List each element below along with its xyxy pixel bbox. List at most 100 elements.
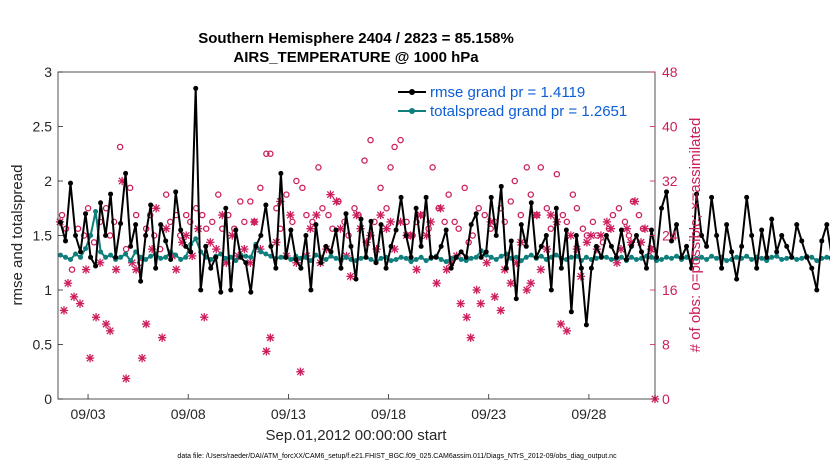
obs-assimilated-point <box>212 244 221 254</box>
obs-assimilated-point <box>182 231 191 240</box>
obs-assimilated-point <box>522 285 531 295</box>
series-point-totalspread <box>343 254 349 260</box>
series-point-rmse <box>168 256 174 262</box>
obs-possible-point <box>84 204 92 212</box>
series-point-rmse <box>453 254 459 260</box>
footer-data-file: data file: /Users/raeder/DAI/ATM_forcXX/… <box>177 453 617 460</box>
left-tick-label: 3 <box>44 64 52 80</box>
series-point-totalspread <box>163 254 169 260</box>
obs-possible-point <box>517 211 525 219</box>
series-point-rmse <box>498 183 504 189</box>
series-point-rmse <box>508 238 514 244</box>
x-tick-label: 09/28 <box>571 406 606 422</box>
series-point-rmse <box>278 170 284 176</box>
obs-possible-point <box>186 218 194 226</box>
series-point-totalspread <box>648 254 654 260</box>
obs-possible-point <box>573 204 581 212</box>
series-point-rmse <box>548 287 554 293</box>
obs-possible-point <box>383 204 390 212</box>
obs-assimilated-point <box>412 265 421 274</box>
series-point-rmse <box>794 222 800 228</box>
series-point-rmse <box>283 254 289 260</box>
obs-possible-point <box>563 218 571 226</box>
series-point-rmse <box>709 194 715 200</box>
series-point-totalspread <box>408 259 414 265</box>
series-point-rmse <box>408 254 414 260</box>
obs-possible-point <box>351 204 358 212</box>
series-point-rmse <box>513 296 519 302</box>
series-point-totalspread <box>493 256 499 262</box>
obs-assimilated-point <box>606 224 616 233</box>
series-point-rmse <box>93 263 99 269</box>
series-point-rmse <box>538 243 544 249</box>
series-point-rmse <box>769 216 775 222</box>
obs-possible-point <box>209 218 216 226</box>
obs-possible-point <box>429 164 436 171</box>
series-point-rmse <box>403 233 409 238</box>
series-point-rmse <box>98 200 104 206</box>
obs-possible-point <box>247 198 254 205</box>
obs-assimilated-point <box>296 367 305 376</box>
series-point-rmse <box>158 222 164 228</box>
obs-possible-point <box>579 225 587 232</box>
series-point-rmse <box>568 309 574 315</box>
series-point-rmse <box>598 254 604 260</box>
series-point-rmse <box>353 276 359 282</box>
series-point-rmse <box>503 265 509 271</box>
series-point-totalspread <box>669 255 675 261</box>
obs-assimilated-point <box>266 333 275 342</box>
series-point-rmse <box>308 287 314 293</box>
obs-possible-point <box>501 218 508 226</box>
series-point-rmse <box>638 249 644 255</box>
series-point-totalspread <box>388 258 394 264</box>
series-point-rmse <box>253 243 259 249</box>
obs-possible-point <box>511 177 519 185</box>
right-tick-label: 40 <box>662 119 678 135</box>
obs-assimilated-point <box>432 279 441 288</box>
obs-assimilated-point <box>240 244 249 254</box>
obs-possible-point <box>523 164 531 171</box>
obs-possible-point <box>553 170 561 178</box>
series-point-rmse <box>368 218 374 224</box>
series-point-rmse <box>814 287 820 293</box>
obs-possible-point <box>451 218 458 226</box>
series-point-rmse <box>618 227 624 233</box>
series-point-rmse <box>729 249 735 255</box>
series-point-rmse <box>463 254 469 260</box>
series-point-rmse <box>313 222 319 228</box>
series-point-totalspread <box>98 249 104 255</box>
right-axis-ticks: 0 8 16 24 32 40 48 <box>650 64 678 407</box>
obs-assimilated-point <box>63 279 73 288</box>
series-point-rmse <box>483 249 489 255</box>
series-point-rmse <box>388 243 394 249</box>
series-point-totalspread <box>553 252 559 258</box>
x-axis-ticks: 09/03 09/08 09/13 09/18 09/23 09/28 <box>71 394 607 422</box>
obs-possible-point <box>289 218 296 226</box>
obs-assimilated-point <box>105 326 115 336</box>
obs-assimilated-point <box>602 217 612 227</box>
series-point-totalspread <box>158 255 164 261</box>
series-line-totalspread <box>60 210 830 263</box>
series-point-rmse <box>78 249 84 255</box>
obs-assimilated-point <box>586 231 596 240</box>
obs-assimilated-point <box>346 272 355 281</box>
obs-assimilated-point <box>101 319 111 329</box>
obs-possible-point <box>267 150 274 157</box>
series-point-rmse <box>138 278 144 284</box>
series-point-rmse <box>749 233 755 238</box>
series-point-rmse <box>473 211 479 217</box>
obs-assimilated-point <box>456 299 465 308</box>
series-point-rmse <box>113 254 119 260</box>
series-point-rmse <box>423 194 429 200</box>
series-point-rmse <box>178 227 184 233</box>
series-point-rmse <box>248 289 254 295</box>
series-point-totalspread <box>518 258 524 264</box>
obs-assimilated-point <box>622 224 632 233</box>
series-point-totalspread <box>528 252 534 258</box>
obs-possible-point <box>303 211 310 219</box>
obs-possible-point <box>527 191 535 198</box>
legend-box <box>392 82 648 122</box>
series-point-rmse <box>648 227 654 233</box>
series-point-totalspread <box>193 236 199 242</box>
series-point-totalspread <box>659 256 665 262</box>
